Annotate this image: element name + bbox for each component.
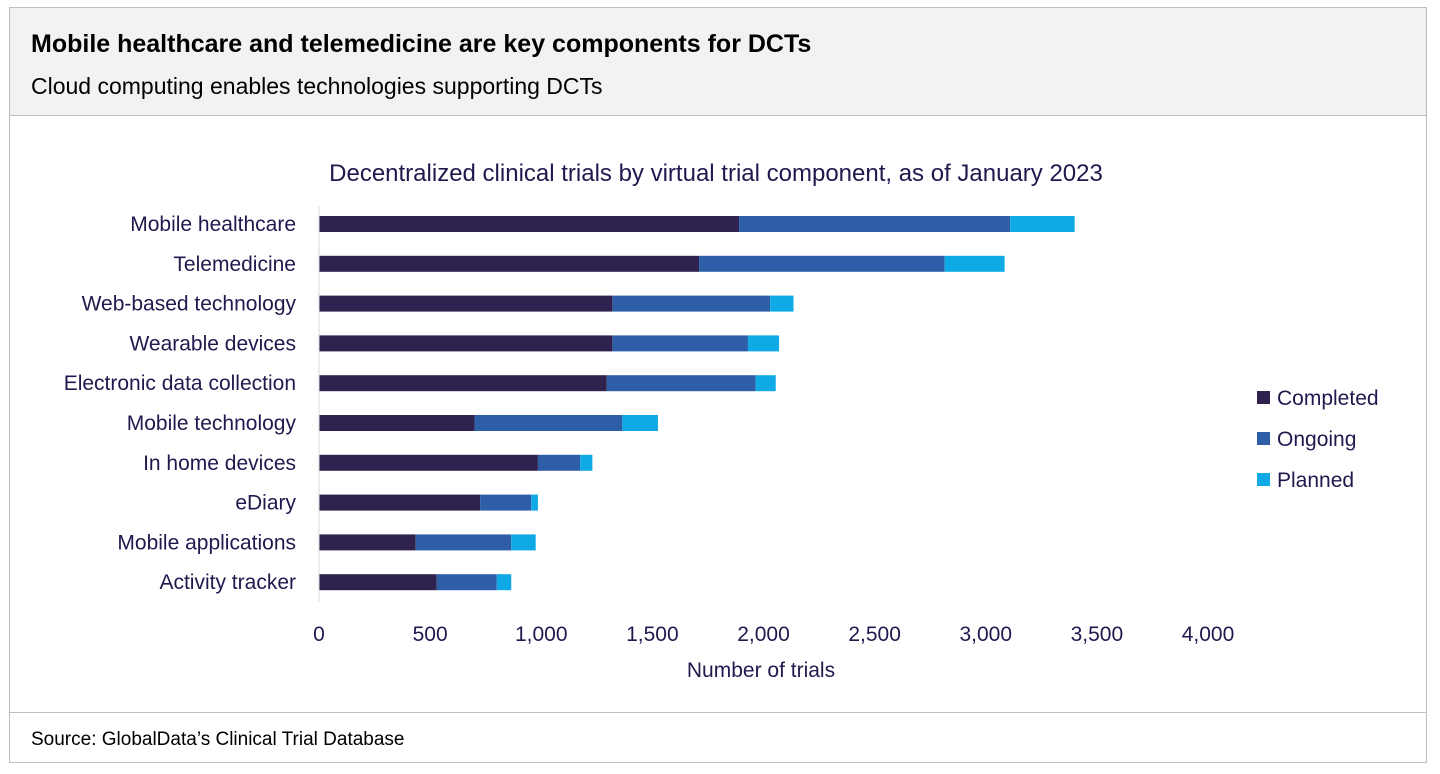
bar-electronic-data-collection-planned [755, 375, 776, 392]
category-label-telemedicine: Telemedicine [173, 253, 296, 276]
bar-mobile-healthcare-completed [319, 216, 740, 232]
category-labels: Mobile healthcare Telemedicine Web-based t… [64, 213, 297, 594]
bar-ediary-ongoing [480, 494, 532, 511]
category-label-ediary: eDiary [235, 492, 296, 515]
bar-web-based-technology-completed [319, 295, 613, 312]
bar-telemedicine-ongoing [699, 255, 945, 272]
bar-wearable-devices-completed [319, 335, 613, 352]
category-label-mobile-technology: Mobile technology [127, 412, 297, 435]
bar-mobile-healthcare-ongoing [739, 216, 1011, 232]
category-label-in-home-devices: In home devices [143, 452, 296, 475]
bar-mobile-technology-planned [622, 415, 658, 431]
bar-mobile-technology-ongoing [474, 415, 623, 431]
bar-electronic-data-collection-completed [319, 375, 607, 392]
page-title: Mobile healthcare and telemedicine are k… [31, 30, 812, 58]
bar-activity-tracker-planned [496, 574, 512, 591]
category-label-mobile-applications: Mobile applications [117, 531, 296, 554]
x-tick-label-3500: 3,500 [1071, 623, 1124, 646]
bar-mobile-technology-completed [319, 415, 475, 431]
category-label-electronic-data-collection: Electronic data collection [64, 372, 296, 395]
x-tick-labels: 0 500 1,000 1,500 2,000 2,500 3,000 3,500 4,000 [313, 623, 1234, 646]
x-tick-label-2000: 2,000 [737, 623, 790, 646]
bar-electronic-data-collection-ongoing [606, 375, 756, 392]
x-axis-label: Number of trials [687, 659, 835, 682]
bar-telemedicine-planned [944, 255, 1005, 272]
legend-swatch-completed [1257, 391, 1270, 404]
x-tick-label-0: 0 [313, 623, 325, 646]
bar-mobile-healthcare-planned [1010, 216, 1075, 232]
page-subtitle: Cloud computing enables technologies sup… [31, 73, 603, 99]
bar-telemedicine-completed [319, 255, 700, 272]
legend: Completed Ongoing Planned [1257, 387, 1379, 492]
footer-panel: Source: GlobalData’s Clinical Trial Data… [10, 712, 1426, 762]
x-tick-label-4000: 4,000 [1182, 623, 1235, 646]
bar-activity-tracker-ongoing [436, 574, 497, 591]
x-tick-label-1000: 1,000 [515, 623, 568, 646]
bar-wearable-devices-ongoing [612, 335, 748, 352]
bar-ediary-completed [319, 494, 481, 511]
chart-frame: Mobile healthcare and telemedicine are k… [9, 7, 1427, 763]
bar-mobile-applications-ongoing [415, 534, 512, 551]
bar-mobile-applications-planned [511, 534, 536, 551]
bar-activity-tracker-completed [319, 574, 437, 591]
bar-wearable-devices-planned [747, 335, 780, 352]
x-tick-label-2500: 2,500 [848, 623, 901, 646]
bar-web-based-technology-ongoing [612, 295, 771, 312]
bar-web-based-technology-planned [770, 295, 794, 312]
bar-ediary-planned [531, 494, 538, 511]
chart-title: Decentralized clinical trials by virtual… [329, 160, 1103, 187]
bar-in-home-devices-planned [580, 454, 593, 471]
source-note: Source: GlobalData’s Clinical Trial Data… [31, 729, 405, 750]
legend-label-ongoing: Ongoing [1277, 428, 1356, 451]
bar-mobile-applications-completed [319, 534, 416, 551]
x-tick-label-3000: 3,000 [959, 623, 1012, 646]
bar-in-home-devices-ongoing [537, 454, 581, 471]
legend-label-completed: Completed [1277, 387, 1379, 410]
category-label-wearable-devices: Wearable devices [129, 332, 296, 355]
category-label-mobile-healthcare: Mobile healthcare [130, 213, 296, 236]
category-label-web-based-technology: Web-based technology [82, 293, 297, 316]
bar-in-home-devices-completed [319, 454, 538, 471]
x-tick-label-1500: 1,500 [626, 623, 679, 646]
legend-label-planned: Planned [1277, 469, 1354, 492]
bars-group [319, 216, 1075, 591]
category-label-activity-tracker: Activity tracker [159, 571, 296, 594]
header-panel: Mobile healthcare and telemedicine are k… [10, 8, 1426, 116]
legend-swatch-planned [1257, 473, 1270, 486]
x-tick-label-500: 500 [413, 623, 448, 646]
legend-swatch-ongoing [1257, 432, 1270, 445]
